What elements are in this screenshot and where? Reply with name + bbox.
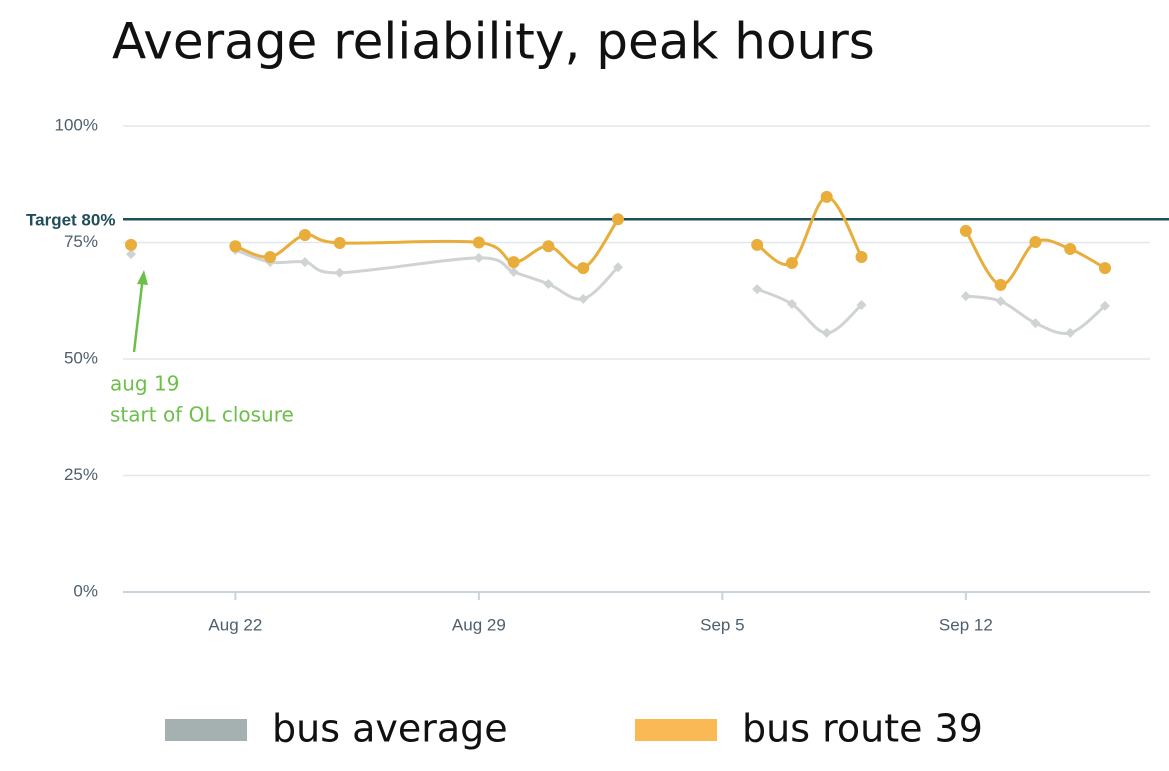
target-label: Target 80% xyxy=(26,211,115,230)
point xyxy=(333,236,346,249)
point xyxy=(1099,262,1111,275)
series-line xyxy=(756,195,863,267)
point xyxy=(126,249,136,260)
legend-label: bus route 39 xyxy=(742,707,983,751)
x-tick-label: Aug 22 xyxy=(208,615,262,634)
y-tick-label: 25% xyxy=(64,465,98,484)
point xyxy=(473,252,484,263)
y-tick-label: 0% xyxy=(73,581,98,600)
y-tick-label: 100% xyxy=(55,115,98,134)
annotation-arrowhead xyxy=(137,270,148,285)
x-tick-label: Sep 5 xyxy=(700,615,744,634)
chart-title: Average reliability, peak hours xyxy=(112,13,875,71)
point xyxy=(786,299,797,310)
annotation: start of OL closure xyxy=(110,403,294,427)
point xyxy=(507,256,520,269)
series-line xyxy=(234,248,620,301)
point xyxy=(125,238,137,251)
y-tick-label: 75% xyxy=(64,232,98,251)
point xyxy=(820,190,833,203)
point xyxy=(299,257,310,268)
point xyxy=(508,266,519,277)
annotation-arrow xyxy=(132,275,145,353)
point xyxy=(1064,243,1077,256)
point xyxy=(613,262,623,273)
point xyxy=(856,299,867,310)
point xyxy=(577,262,590,275)
point xyxy=(1065,327,1076,338)
x-tick-label: Sep 12 xyxy=(939,615,993,634)
point xyxy=(229,240,242,253)
point xyxy=(821,327,832,338)
series-line xyxy=(756,287,863,335)
y-tick-label: 50% xyxy=(64,348,98,367)
legend-swatch xyxy=(165,719,247,741)
legend-swatch xyxy=(635,719,717,741)
point xyxy=(1029,236,1042,249)
point xyxy=(264,250,277,263)
point xyxy=(994,278,1007,291)
point xyxy=(960,291,971,302)
point xyxy=(542,240,555,253)
point xyxy=(1030,318,1041,329)
point xyxy=(578,293,589,304)
series-line xyxy=(234,218,620,271)
point xyxy=(855,250,868,263)
point xyxy=(751,238,764,251)
x-tick-label: Aug 29 xyxy=(452,615,506,634)
point xyxy=(298,229,311,242)
point xyxy=(752,284,763,295)
annotation: aug 19 xyxy=(110,372,179,396)
point xyxy=(472,236,485,249)
point xyxy=(959,224,972,237)
legend-label: bus average xyxy=(272,707,508,751)
point xyxy=(785,257,798,270)
point xyxy=(1100,300,1110,311)
point xyxy=(995,296,1006,307)
point xyxy=(334,267,345,278)
point xyxy=(543,278,554,289)
point xyxy=(612,213,624,226)
